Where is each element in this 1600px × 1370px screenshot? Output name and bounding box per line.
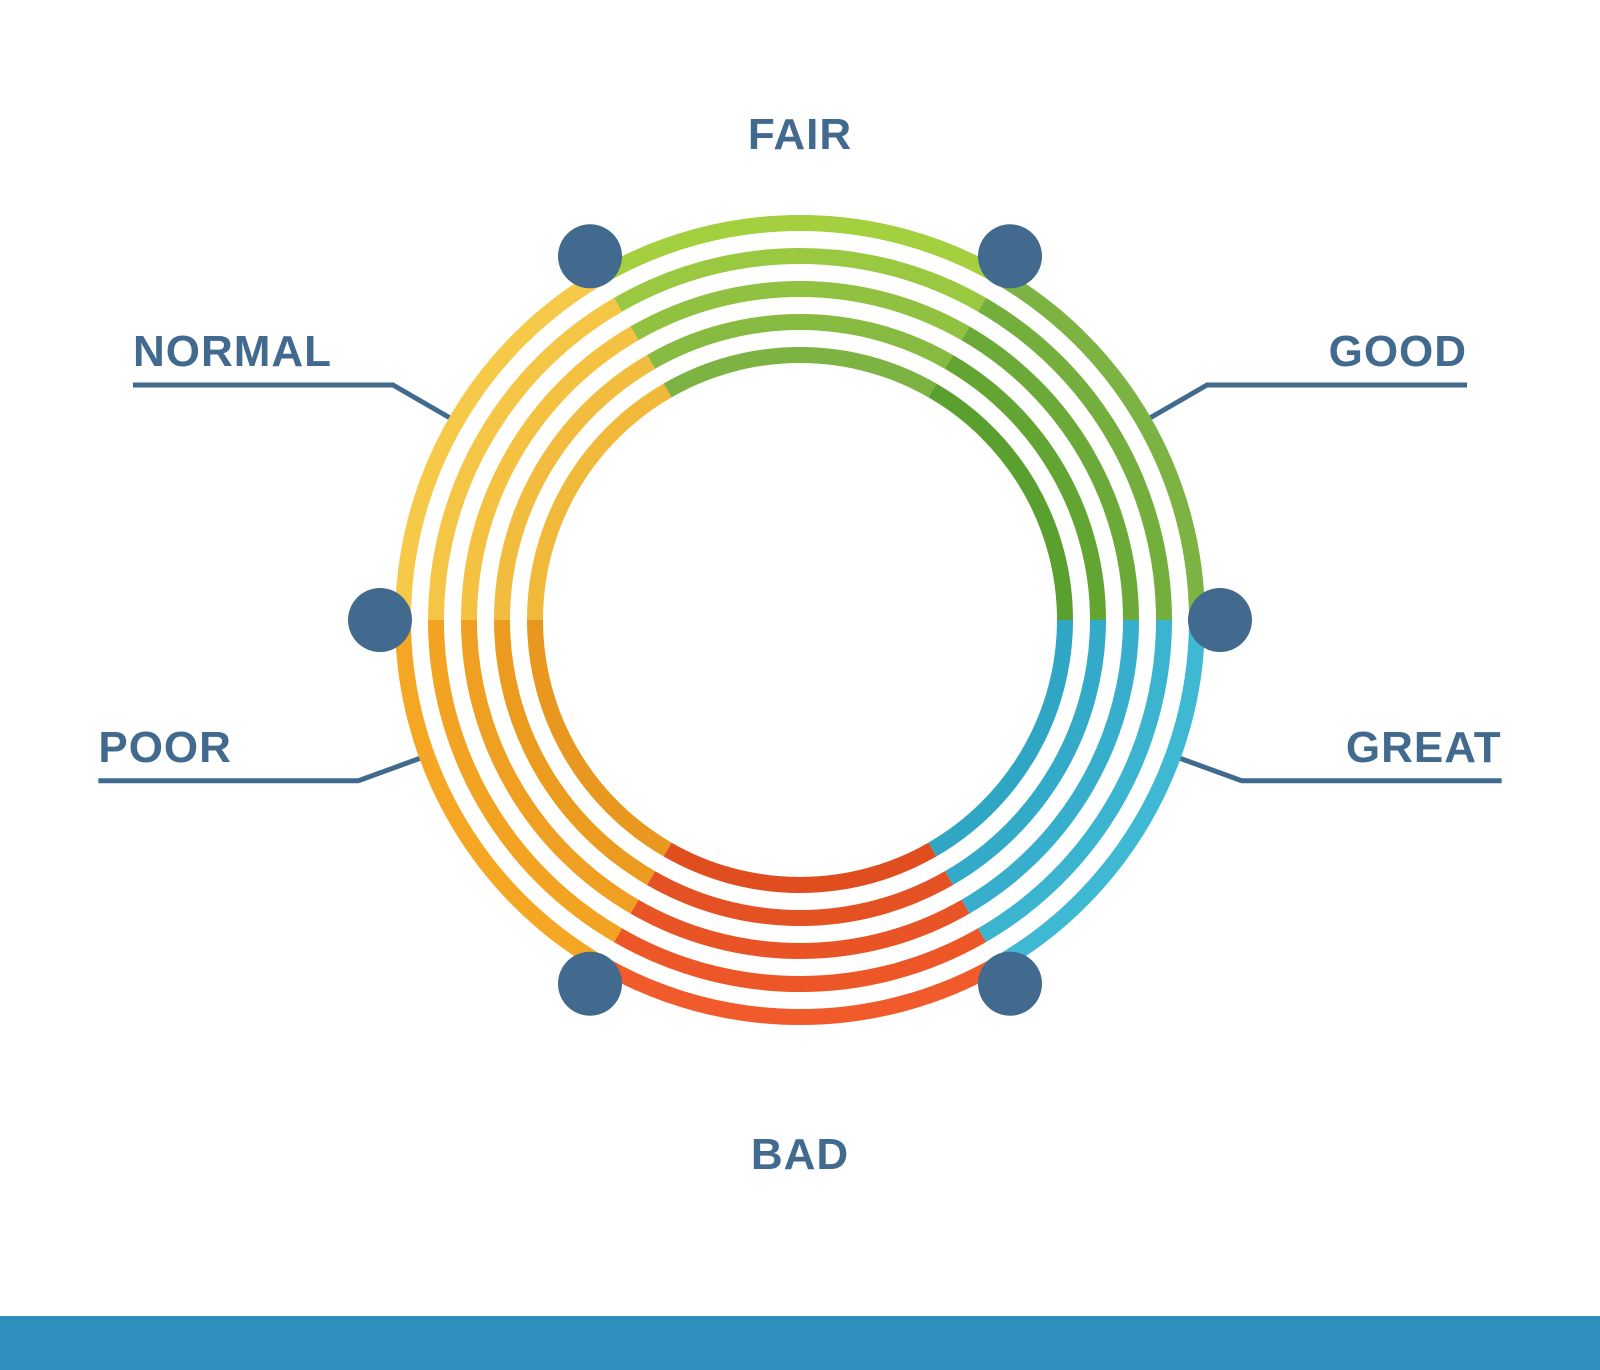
- boundary-marker: [558, 224, 622, 288]
- diagram-canvas: FAIR GOOD GREAT BAD POOR NORMAL: [0, 0, 1600, 1370]
- segment-label-normal: NORMAL: [133, 327, 332, 377]
- segment-label-fair: FAIR: [748, 110, 852, 160]
- ring-arc-bad: [618, 935, 982, 984]
- ring-arc-poor: [535, 620, 668, 849]
- segment-label-great: GREAT: [1346, 723, 1502, 773]
- footer-bar: [0, 1316, 1600, 1370]
- segment-label-poor: POOR: [98, 723, 232, 773]
- ring-arc-bad: [668, 849, 933, 885]
- ring-arc-great: [933, 620, 1066, 849]
- ring-arc-fair: [668, 355, 933, 391]
- ring-arc-normal: [535, 391, 668, 620]
- leader-line-good: [1151, 385, 1467, 418]
- ring-arc-good: [933, 391, 1066, 620]
- boundary-marker: [1188, 588, 1252, 652]
- leader-line-normal: [133, 385, 449, 418]
- segment-label-bad: BAD: [751, 1130, 849, 1180]
- ring-arc-fair: [618, 256, 982, 305]
- boundary-marker: [348, 588, 412, 652]
- boundary-marker: [978, 952, 1042, 1016]
- boundary-marker: [558, 952, 622, 1016]
- segment-label-good: GOOD: [1329, 327, 1467, 377]
- boundary-marker: [978, 224, 1042, 288]
